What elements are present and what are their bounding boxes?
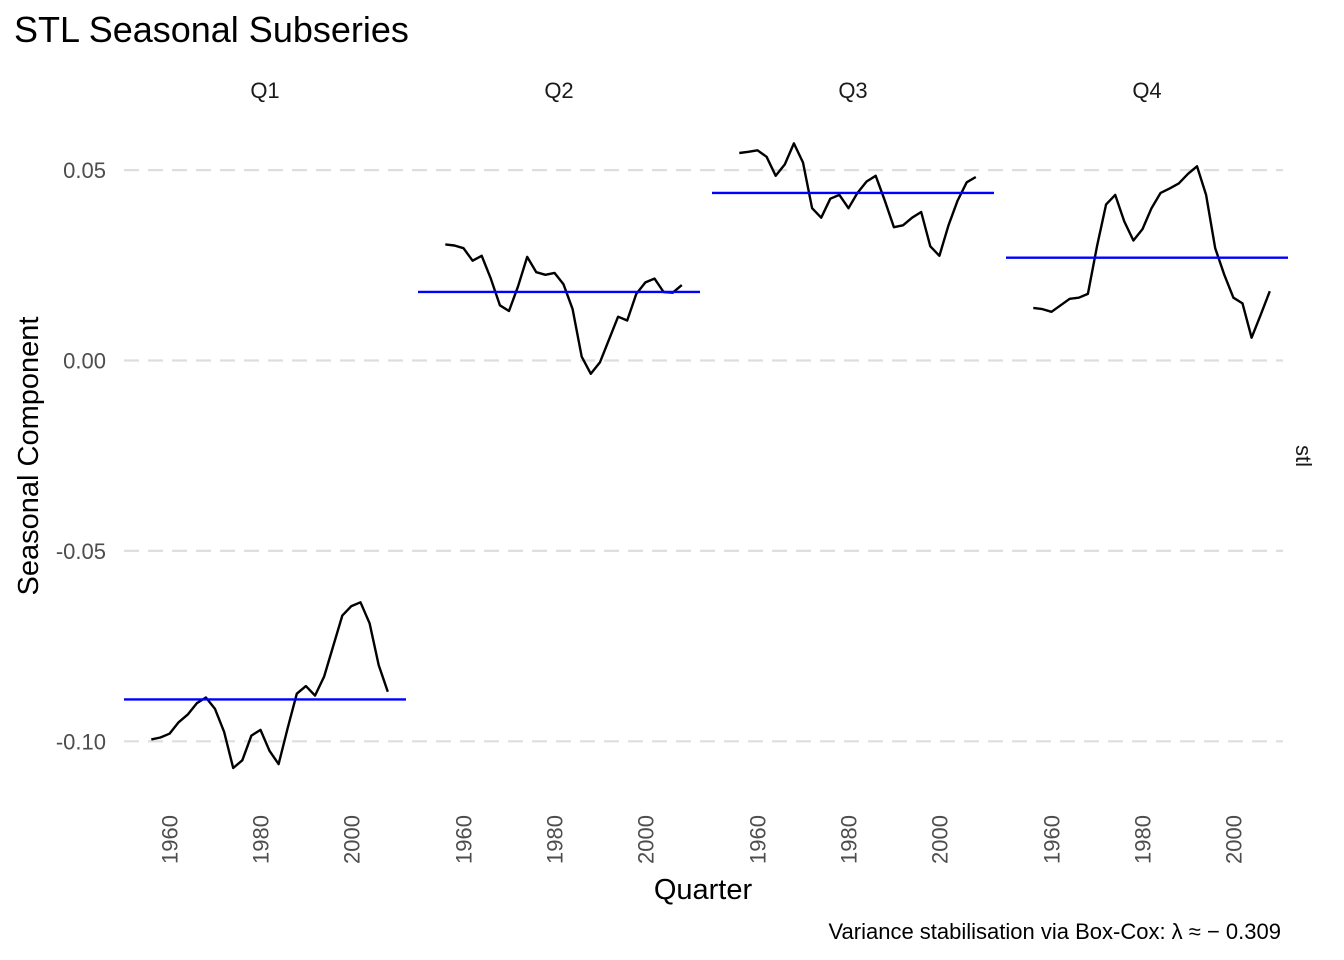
facet-strip-label: Q2: [544, 78, 573, 103]
chart-title: STL Seasonal Subseries: [14, 9, 409, 50]
x-tick-label: 1960: [1039, 815, 1064, 864]
y-tick-label: 0.00: [63, 349, 106, 374]
facet-strip-label: Q1: [250, 78, 279, 103]
x-tick-label: 2000: [633, 815, 658, 864]
x-tick-label: 2000: [1221, 815, 1246, 864]
x-tick-label: 1980: [248, 815, 273, 864]
x-tick-label: 1960: [157, 815, 182, 864]
panel-q1: Q1 1960 1980 2000: [124, 78, 406, 864]
panel-q3: Q3 1960 1980 2000: [712, 78, 994, 864]
x-tick-label: 2000: [927, 815, 952, 864]
facet-strip-label: Q3: [838, 78, 867, 103]
grid-layer: [124, 169, 1283, 743]
facet-label-right: stl: [1291, 445, 1316, 467]
x-tick-label: 1960: [745, 815, 770, 864]
x-tick-label: 2000: [339, 815, 364, 864]
x-tick-label: 1980: [836, 815, 861, 864]
chart-caption: Variance stabilisation via Box-Cox: λ ≈ …: [828, 919, 1281, 944]
series-line: [739, 142, 977, 258]
panel-q2: Q2 1960 1980 2000: [418, 78, 700, 864]
x-axis-title: Quarter: [654, 874, 753, 906]
series-line: [151, 601, 389, 770]
x-tick-label: 1980: [542, 815, 567, 864]
y-axis: 0.05 0.00 -0.05 -0.10: [56, 158, 106, 754]
y-tick-label: -0.05: [56, 539, 106, 564]
panel-q4: Q4 1960 1980 2000: [1006, 78, 1288, 864]
series-line: [1033, 165, 1271, 339]
series-line: [445, 243, 683, 375]
x-tick-label: 1960: [451, 815, 476, 864]
x-tick-label: 1980: [1130, 815, 1155, 864]
y-tick-label: 0.05: [63, 158, 106, 183]
panels-layer: Q1 1960 1980 2000 Q2 1960 1980 2000 Q3 1960 1980 20…: [124, 78, 1288, 864]
y-tick-label: -0.10: [56, 729, 106, 754]
y-axis-title: Seasonal Component: [13, 317, 45, 596]
facet-strip-label: Q4: [1132, 78, 1161, 103]
